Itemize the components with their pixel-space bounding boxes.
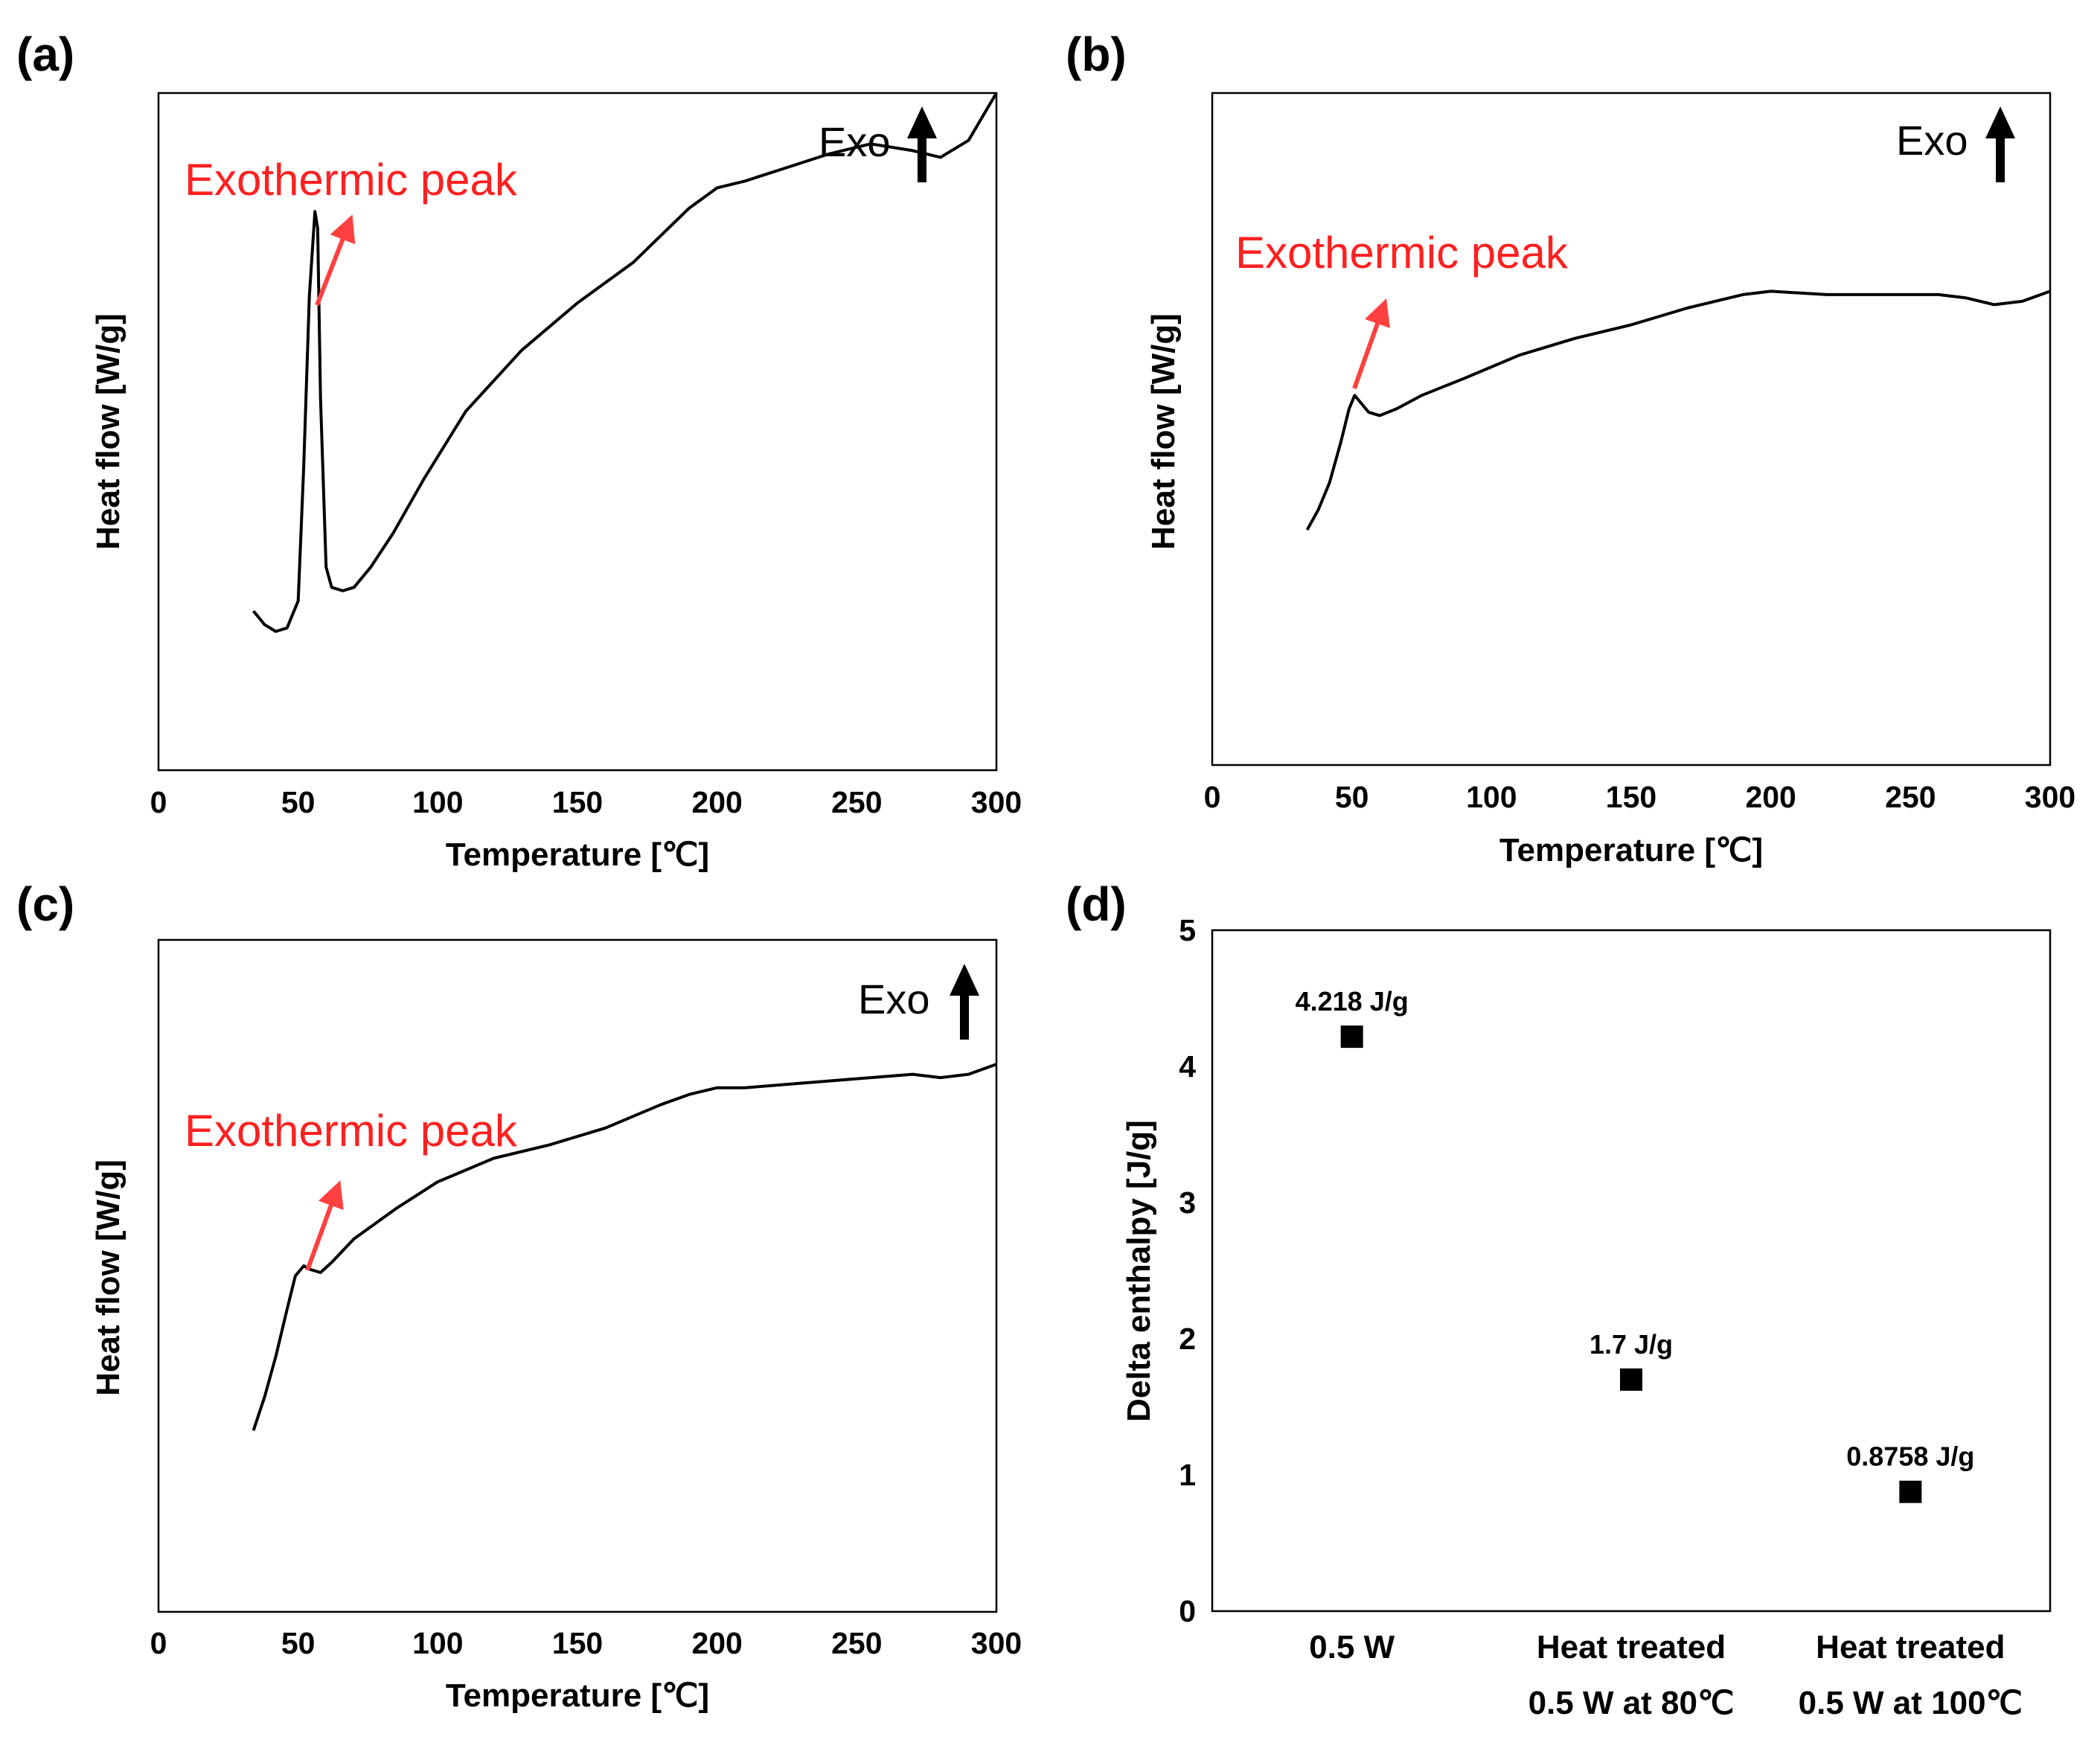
exo-arrow-icon-c bbox=[950, 964, 979, 1040]
panel-b: (b) 0 50 100 150 200 250 300 Temperature [℃] H… bbox=[1066, 28, 2075, 868]
exothermic-peak-label-c: Exothermic peak bbox=[185, 1106, 518, 1156]
x-tick-label: 300 bbox=[2025, 780, 2075, 814]
category-labels-d: 0.5 W Heat treated 0.5 W at 80℃ Heat treate… bbox=[1309, 1629, 2023, 1721]
panel-label-c: (c) bbox=[16, 877, 74, 931]
category-label: 0.5 W bbox=[1309, 1629, 1395, 1665]
y-axis-title-d: Delta enthalpy [J/g] bbox=[1121, 1120, 1157, 1422]
exo-arrow-icon-a bbox=[907, 106, 937, 182]
peak-arrow-a bbox=[315, 214, 356, 307]
x-tick-label: 150 bbox=[552, 785, 603, 819]
panel-label-a: (a) bbox=[16, 28, 74, 81]
y-tick-label: 3 bbox=[1179, 1185, 1196, 1220]
x-tick-label: 300 bbox=[971, 1626, 1022, 1660]
panel-c: (c) 0 50 100 150 200 250 300 Temperature [℃] H… bbox=[16, 877, 1022, 1714]
x-tick-label: 0 bbox=[150, 785, 167, 819]
x-tick-labels-b: 0 50 100 150 200 250 300 bbox=[1204, 780, 2076, 814]
x-tick-label: 100 bbox=[412, 1626, 463, 1660]
data-value-label: 1.7 J/g bbox=[1590, 1329, 1673, 1360]
heat-flow-curve-b bbox=[1305, 289, 2051, 531]
y-tick-label: 4 bbox=[1179, 1049, 1196, 1084]
category-label: 0.5 W at 100℃ bbox=[1799, 1685, 2023, 1721]
x-tick-label: 250 bbox=[1885, 780, 1936, 814]
x-tick-label: 200 bbox=[1745, 780, 1796, 814]
exothermic-peak-label-b: Exothermic peak bbox=[1235, 228, 1569, 278]
plot-frame-b bbox=[1211, 92, 2052, 766]
x-tick-label: 300 bbox=[971, 785, 1022, 819]
peak-arrow-b bbox=[1352, 298, 1390, 390]
x-tick-labels-c: 0 50 100 150 200 250 300 bbox=[150, 1626, 1022, 1660]
exo-label-b: Exo bbox=[1896, 117, 1968, 164]
data-value-label: 4.218 J/g bbox=[1296, 986, 1409, 1017]
y-tick-labels-d: 0 1 2 3 4 5 bbox=[1179, 913, 1196, 1628]
data-point-marker bbox=[1620, 1368, 1642, 1391]
heat-flow-curve-a bbox=[252, 92, 998, 633]
data-point-marker bbox=[1899, 1480, 1922, 1503]
x-tick-label: 200 bbox=[691, 785, 742, 819]
category-label: Heat treated bbox=[1537, 1629, 1726, 1665]
exo-label-a: Exo bbox=[819, 118, 891, 165]
x-tick-labels-a: 0 50 100 150 200 250 300 bbox=[150, 785, 1022, 819]
heat-flow-curve-c bbox=[252, 1063, 997, 1431]
y-axis-title-c: Heat flow [W/g] bbox=[90, 1159, 127, 1396]
exo-arrow-icon-b bbox=[1985, 106, 2015, 182]
x-axis-title-a: Temperature [℃] bbox=[446, 836, 709, 873]
plot-frame-c bbox=[157, 938, 998, 1613]
y-tick-label: 1 bbox=[1179, 1458, 1196, 1492]
y-axis-title-a: Heat flow [W/g] bbox=[90, 313, 127, 550]
y-tick-label: 2 bbox=[1179, 1322, 1196, 1356]
x-tick-label: 50 bbox=[1335, 780, 1369, 814]
x-tick-label: 150 bbox=[552, 1626, 603, 1660]
category-label: Heat treated bbox=[1816, 1629, 2005, 1665]
x-tick-label: 0 bbox=[150, 1626, 167, 1660]
x-axis-title-b: Temperature [℃] bbox=[1499, 832, 1763, 868]
y-tick-label: 0 bbox=[1179, 1594, 1196, 1628]
x-tick-label: 100 bbox=[412, 785, 463, 819]
plot-frame-a bbox=[157, 92, 998, 772]
panel-label-b: (b) bbox=[1066, 28, 1127, 81]
panel-a: (a) 0 50 100 150 200 250 300 Temperature [℃] H… bbox=[16, 28, 1022, 873]
x-axis-title-c: Temperature [℃] bbox=[446, 1677, 709, 1714]
data-point-marker bbox=[1340, 1025, 1363, 1049]
y-tick-label: 5 bbox=[1179, 913, 1196, 947]
x-tick-label: 50 bbox=[281, 785, 316, 819]
exothermic-peak-label-a: Exothermic peak bbox=[185, 155, 518, 205]
plot-frame-d bbox=[1211, 929, 2052, 1613]
x-tick-label: 0 bbox=[1204, 780, 1221, 814]
y-axis-title-b: Heat flow [W/g] bbox=[1145, 313, 1182, 550]
x-tick-label: 250 bbox=[831, 785, 882, 819]
x-tick-label: 250 bbox=[831, 1626, 882, 1660]
panel-d: (d) 0 1 2 3 4 5 Delta enthalpy [J/g] 4.218 J/… bbox=[1066, 877, 2052, 1721]
x-tick-label: 200 bbox=[691, 1626, 742, 1660]
panel-label-d: (d) bbox=[1066, 877, 1127, 931]
x-tick-label: 150 bbox=[1606, 780, 1656, 814]
category-label: 0.5 W at 80℃ bbox=[1528, 1685, 1735, 1721]
x-tick-label: 100 bbox=[1466, 780, 1517, 814]
exo-label-c: Exo bbox=[858, 976, 930, 1022]
data-points-d: 4.218 J/g 1.7 J/g 0.8758 J/g bbox=[1296, 986, 1974, 1503]
data-value-label: 0.8758 J/g bbox=[1846, 1441, 1974, 1472]
x-tick-label: 50 bbox=[281, 1626, 316, 1660]
peak-arrow-c bbox=[305, 1180, 344, 1272]
